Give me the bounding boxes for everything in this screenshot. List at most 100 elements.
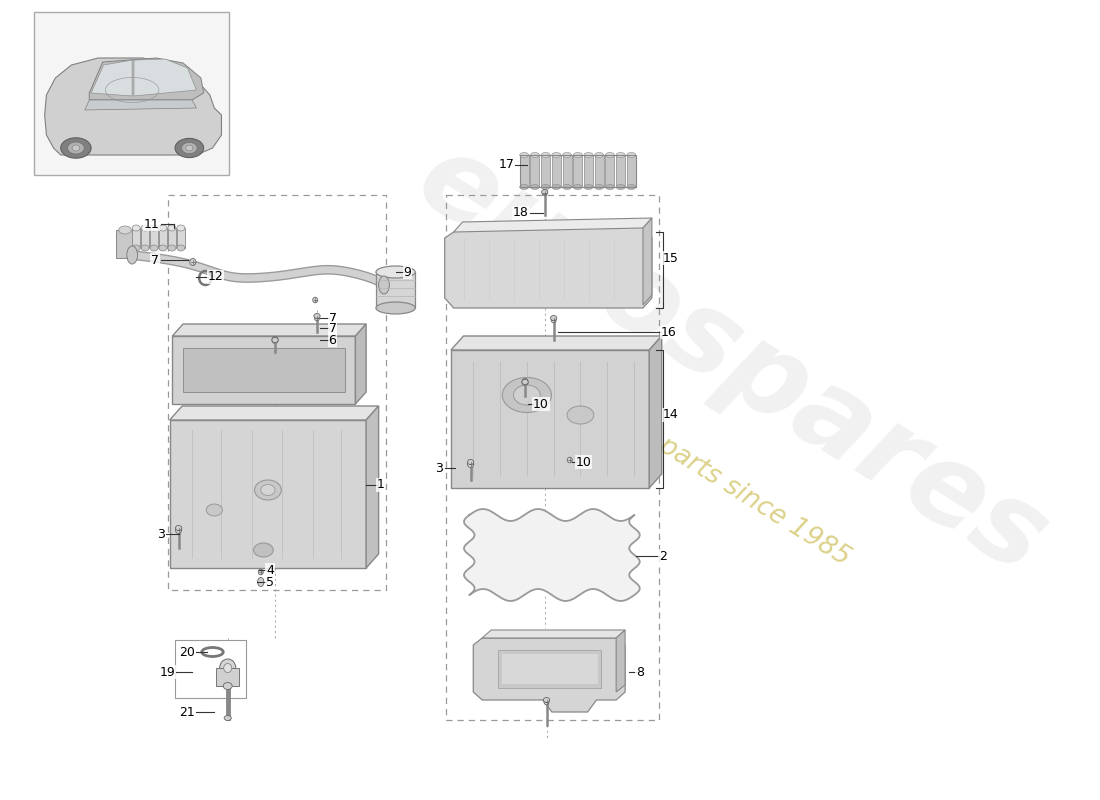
Bar	[132, 228, 140, 248]
Polygon shape	[444, 222, 652, 308]
Ellipse shape	[376, 266, 415, 278]
Ellipse shape	[176, 526, 182, 530]
Ellipse shape	[160, 225, 167, 231]
Ellipse shape	[552, 185, 561, 190]
Polygon shape	[169, 406, 378, 420]
Bar	[519, 155, 636, 187]
Ellipse shape	[176, 526, 182, 534]
Bar	[530, 155, 539, 187]
Ellipse shape	[67, 142, 85, 154]
Bar	[177, 228, 185, 248]
Polygon shape	[473, 638, 625, 712]
Ellipse shape	[519, 185, 529, 190]
Polygon shape	[464, 509, 640, 601]
Bar	[519, 155, 529, 187]
Ellipse shape	[132, 225, 140, 231]
Ellipse shape	[376, 302, 415, 314]
Ellipse shape	[168, 245, 176, 251]
Ellipse shape	[605, 153, 615, 158]
Ellipse shape	[522, 379, 528, 385]
Text: 14: 14	[662, 409, 679, 422]
Bar	[605, 155, 615, 187]
Ellipse shape	[544, 699, 549, 705]
Polygon shape	[616, 630, 625, 692]
Ellipse shape	[595, 185, 604, 190]
Ellipse shape	[562, 185, 572, 190]
Ellipse shape	[503, 378, 551, 413]
Ellipse shape	[132, 245, 140, 251]
Text: 6: 6	[329, 334, 337, 346]
Ellipse shape	[257, 578, 264, 586]
Ellipse shape	[177, 225, 185, 231]
Text: 10: 10	[534, 398, 549, 410]
Ellipse shape	[551, 317, 557, 322]
Polygon shape	[183, 348, 344, 392]
Ellipse shape	[550, 315, 557, 321]
Bar	[552, 155, 561, 187]
Ellipse shape	[562, 153, 572, 158]
Polygon shape	[91, 60, 132, 96]
Text: 2: 2	[659, 550, 667, 562]
Polygon shape	[173, 336, 355, 404]
Polygon shape	[482, 630, 625, 638]
Text: 20: 20	[179, 646, 195, 658]
Polygon shape	[451, 336, 662, 350]
Polygon shape	[649, 336, 662, 488]
Ellipse shape	[258, 570, 263, 574]
Ellipse shape	[141, 245, 150, 251]
Bar	[562, 155, 572, 187]
Ellipse shape	[573, 153, 582, 158]
Ellipse shape	[584, 185, 593, 190]
Polygon shape	[453, 218, 652, 232]
Ellipse shape	[160, 245, 167, 251]
Ellipse shape	[254, 480, 282, 500]
Ellipse shape	[616, 185, 625, 190]
Text: 7: 7	[329, 311, 337, 325]
Ellipse shape	[552, 153, 561, 158]
Polygon shape	[173, 324, 366, 336]
Text: 9: 9	[404, 266, 411, 278]
Text: 10: 10	[576, 455, 592, 469]
Ellipse shape	[522, 378, 528, 386]
Ellipse shape	[223, 682, 232, 690]
Polygon shape	[366, 406, 378, 568]
Ellipse shape	[141, 225, 150, 231]
Ellipse shape	[126, 246, 138, 264]
Bar	[216, 668, 240, 686]
Polygon shape	[89, 58, 204, 100]
Bar	[502, 654, 598, 684]
Text: 7: 7	[151, 254, 160, 266]
Bar	[150, 228, 158, 248]
Ellipse shape	[568, 406, 594, 424]
Bar	[117, 230, 134, 258]
Ellipse shape	[190, 258, 196, 266]
Text: 18: 18	[513, 206, 529, 219]
Text: 3: 3	[434, 462, 443, 474]
Text: 5: 5	[266, 575, 274, 589]
Ellipse shape	[261, 485, 275, 495]
Ellipse shape	[254, 543, 273, 557]
Ellipse shape	[468, 459, 474, 465]
Ellipse shape	[207, 504, 222, 516]
Text: 4: 4	[266, 563, 274, 577]
Bar	[498, 650, 601, 688]
Ellipse shape	[568, 457, 572, 462]
Ellipse shape	[150, 245, 158, 251]
Ellipse shape	[468, 461, 474, 467]
Text: 3: 3	[157, 527, 165, 541]
Ellipse shape	[272, 338, 278, 342]
Bar	[169, 420, 366, 568]
Polygon shape	[134, 59, 197, 96]
Ellipse shape	[224, 715, 231, 721]
Bar	[34, 12, 229, 175]
Ellipse shape	[573, 185, 582, 190]
Ellipse shape	[530, 153, 539, 158]
Ellipse shape	[186, 146, 192, 150]
Ellipse shape	[177, 245, 185, 251]
Bar	[175, 640, 246, 698]
Ellipse shape	[315, 315, 319, 321]
Bar	[160, 228, 167, 248]
Ellipse shape	[73, 145, 79, 151]
Text: a passion for parts since 1985: a passion for parts since 1985	[503, 338, 855, 571]
Ellipse shape	[220, 659, 235, 677]
